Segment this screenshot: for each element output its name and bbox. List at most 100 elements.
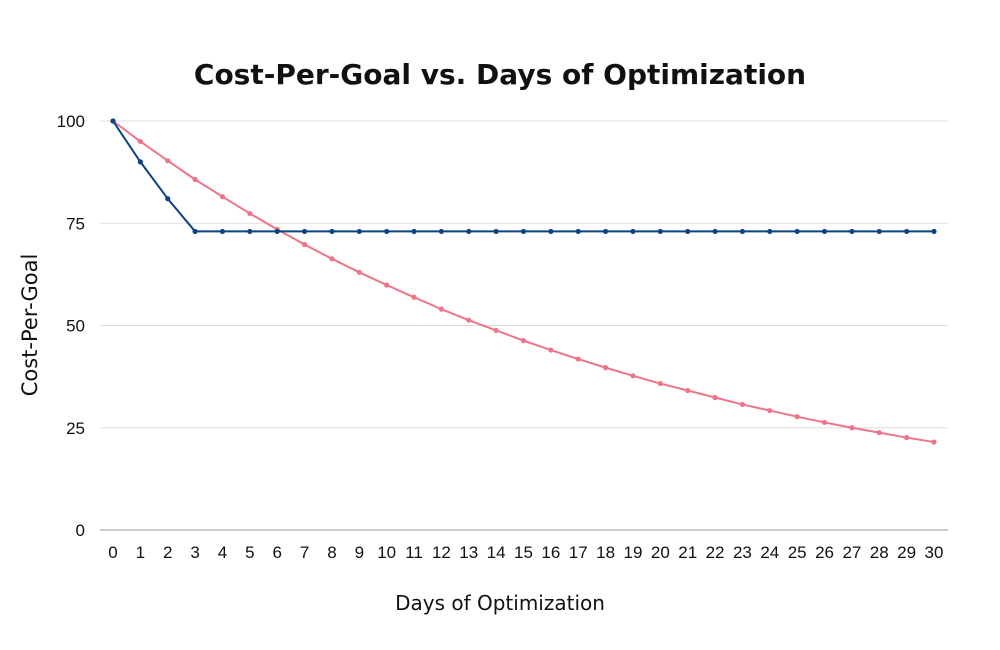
y-tick-labels: 0 25 50 75 100 [57, 112, 85, 540]
data-point [301, 228, 308, 235]
x-tick-label: 25 [788, 543, 807, 562]
x-tick-label: 5 [245, 543, 254, 562]
data-point [849, 425, 855, 431]
x-tick-labels: 0 1 2 3 4 5 6 7 8 9 10 11 12 13 14 15 16 17 18 19 20 21 22 23 24… [108, 543, 943, 562]
x-tick-label: 8 [327, 543, 336, 562]
data-point [739, 228, 746, 235]
x-tick-label: 22 [706, 543, 725, 562]
x-tick-label: 0 [108, 543, 117, 562]
x-tick-label: 17 [569, 543, 588, 562]
x-tick-label: 27 [842, 543, 861, 562]
data-point [466, 317, 472, 323]
data-point [767, 407, 773, 414]
data-point [165, 196, 171, 202]
data-point [137, 159, 143, 165]
data-point [821, 419, 828, 426]
data-point [548, 347, 554, 353]
data-point [384, 282, 390, 288]
data-point [165, 158, 171, 164]
data-point [356, 269, 362, 275]
data-point [274, 228, 280, 235]
x-tick-label: 12 [432, 543, 451, 562]
data-point [219, 194, 226, 200]
data-point [712, 394, 718, 401]
data-point [794, 414, 800, 420]
data-point [520, 228, 527, 235]
x-tick-label: 11 [405, 543, 423, 562]
x-tick-label: 16 [541, 543, 560, 562]
x-tick-label: 13 [459, 543, 478, 562]
data-point [904, 434, 910, 441]
data-point [466, 228, 472, 235]
chart-title: Cost-Per-Goal vs. Days of Optimization [194, 58, 806, 91]
data-point [931, 439, 937, 445]
data-point [739, 401, 746, 408]
x-axis-label: Days of Optimization [395, 591, 605, 615]
data-point [575, 356, 581, 362]
data-point [657, 228, 663, 235]
data-point [247, 228, 253, 235]
y-tick-label: 75 [66, 214, 85, 233]
x-tick-label: 30 [925, 543, 944, 562]
series-2 [110, 118, 937, 445]
data-point [219, 228, 226, 235]
data-point [603, 228, 609, 235]
x-tick-label: 3 [190, 543, 199, 562]
data-point [685, 387, 691, 394]
series-line [112, 120, 935, 444]
data-point [384, 228, 390, 235]
series-line [112, 120, 934, 233]
y-tick-label: 100 [57, 112, 85, 131]
x-tick-label: 21 [678, 543, 697, 562]
data-point [110, 118, 116, 124]
x-tick-label: 24 [760, 543, 779, 562]
data-point [329, 228, 335, 235]
data-point [438, 306, 444, 312]
data-point [411, 228, 417, 235]
x-tick-label: 1 [136, 543, 145, 562]
y-tick-label: 50 [66, 317, 85, 336]
data-point [493, 327, 499, 334]
y-tick-label: 25 [66, 419, 85, 438]
data-point [657, 380, 663, 387]
data-point [548, 228, 554, 235]
data-point [767, 228, 773, 235]
data-point [493, 228, 499, 235]
data-point [821, 228, 828, 235]
data-point [849, 228, 855, 235]
x-tick-label: 2 [163, 543, 172, 562]
data-point [329, 256, 335, 262]
x-tick-label: 4 [218, 543, 227, 562]
data-point [685, 228, 691, 235]
x-tick-label: 28 [870, 543, 889, 562]
data-point [794, 228, 800, 235]
data-point [137, 138, 143, 145]
x-tick-label: 20 [651, 543, 670, 562]
data-point [630, 373, 636, 379]
data-point [301, 241, 308, 248]
data-point [192, 228, 198, 235]
x-tick-label: 26 [815, 543, 834, 562]
series-1 [110, 118, 937, 235]
x-tick-label: 7 [300, 543, 309, 562]
data-point [247, 210, 253, 217]
data-point [438, 228, 444, 235]
x-tick-label: 15 [514, 543, 533, 562]
series-layer [110, 118, 937, 445]
x-tick-label: 23 [733, 543, 752, 562]
data-point [876, 228, 882, 235]
x-tick-label: 19 [624, 543, 643, 562]
x-tick-label: 10 [377, 543, 396, 562]
x-tick-label: 6 [272, 543, 281, 562]
y-axis-label: Cost-Per-Goal [18, 254, 42, 397]
data-point [411, 294, 417, 300]
y-tick-label: 0 [76, 521, 85, 540]
data-point [603, 365, 609, 371]
data-point [931, 228, 937, 235]
data-point [904, 228, 910, 235]
data-point [630, 228, 636, 235]
data-point [520, 338, 527, 344]
gridlines [100, 120, 948, 531]
data-point [876, 430, 882, 436]
